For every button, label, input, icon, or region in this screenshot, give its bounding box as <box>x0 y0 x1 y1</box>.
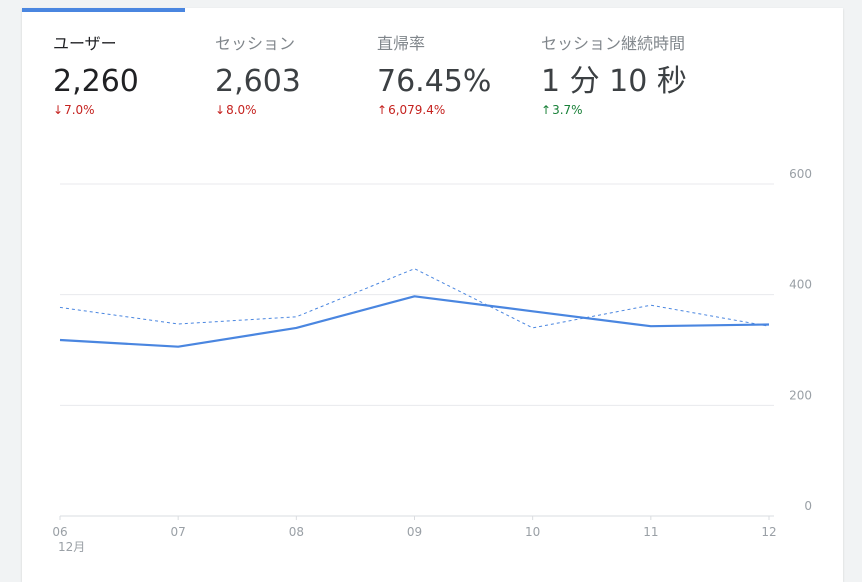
metric-change: ↓8.0% <box>215 103 301 117</box>
x-tick-label: 06 <box>52 525 67 539</box>
metric-value: 1 分 10 秒 <box>541 64 687 99</box>
metric-value: 2,260 <box>53 64 139 99</box>
grid-lines <box>60 183 774 517</box>
x-tick-label: 11 <box>643 525 658 539</box>
x-tick-label: 07 <box>171 525 186 539</box>
metric-bounce-rate[interactable]: 直帰率 76.45% ↑6,079.4% <box>377 34 491 117</box>
metric-change: ↓7.0% <box>53 103 139 117</box>
metric-change-value: 7.0% <box>64 103 95 117</box>
metric-label: セッション <box>215 34 296 53</box>
metric-users[interactable]: ユーザー 2,260 ↓7.0% <box>53 34 139 117</box>
line-chart: 0 200 400 600 06 07 08 09 10 11 12 12月 <box>52 167 812 554</box>
series-line-current <box>59 295 770 348</box>
metric-change-value: 3.7% <box>552 103 583 117</box>
x-axis-ticks: 06 07 08 09 10 11 12 12月 <box>52 516 777 554</box>
arrow-up-icon: ↑ <box>377 103 388 117</box>
series-line-comparison <box>59 268 770 329</box>
x-axis-month-label: 12月 <box>58 540 85 554</box>
x-tick-label: 12 <box>761 525 776 539</box>
arrow-up-icon: ↑ <box>541 103 552 117</box>
x-tick-label: 10 <box>525 525 540 539</box>
y-tick-label: 600 <box>789 167 812 181</box>
y-axis-ticks: 0 200 400 600 <box>789 167 812 513</box>
y-tick-label: 200 <box>789 388 812 402</box>
metric-label: 直帰率 <box>377 34 426 53</box>
metric-change-value: 6,079.4% <box>388 103 446 117</box>
y-tick-label: 400 <box>789 278 812 292</box>
y-tick-label: 0 <box>804 499 812 513</box>
arrow-down-icon: ↓ <box>53 103 64 117</box>
metric-sessions[interactable]: セッション 2,603 ↓8.0% <box>215 34 301 117</box>
metric-label: ユーザー <box>53 34 117 53</box>
arrow-down-icon: ↓ <box>215 103 226 117</box>
metric-change-value: 8.0% <box>226 103 257 117</box>
metric-change: ↑6,079.4% <box>377 103 491 117</box>
metric-value: 2,603 <box>215 64 301 99</box>
selected-metric-indicator <box>22 8 185 12</box>
x-tick-label: 09 <box>407 525 422 539</box>
overview-card: ユーザー 2,260 ↓7.0% セッション 2,603 ↓8.0% 直帰率 7… <box>22 8 843 582</box>
x-tick-label: 08 <box>289 525 304 539</box>
series-lines <box>59 268 770 348</box>
metric-session-duration[interactable]: セッション継続時間 1 分 10 秒 ↑3.7% <box>541 34 687 117</box>
metric-change: ↑3.7% <box>541 103 687 117</box>
metric-value: 76.45% <box>377 64 492 99</box>
metric-label: セッション継続時間 <box>541 34 686 53</box>
